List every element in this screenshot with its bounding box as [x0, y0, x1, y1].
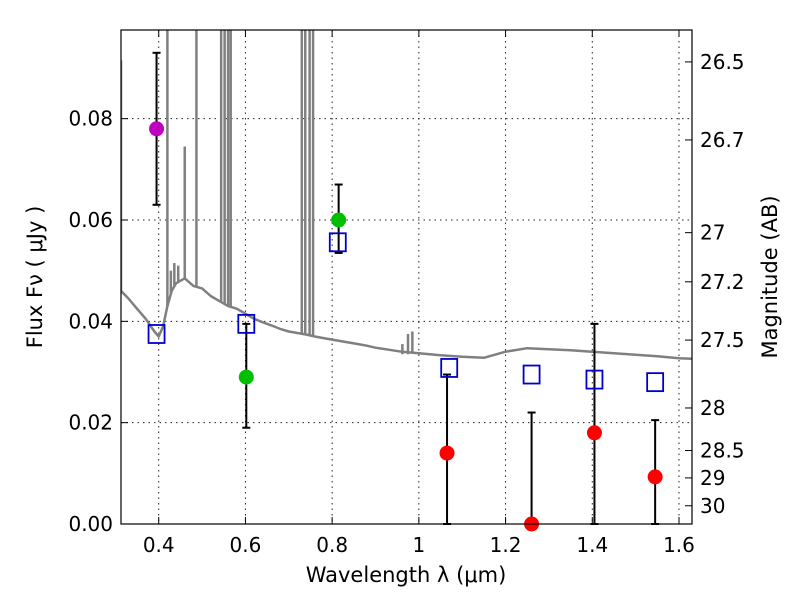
plot-frame	[120, 29, 693, 525]
x-tick-label: 1.4	[576, 533, 608, 557]
right-tick-label: 27	[700, 221, 725, 245]
right-tick-label: 27.2	[700, 270, 745, 294]
model-square	[147, 324, 166, 344]
right-tick-label: 28	[700, 396, 725, 420]
data-point	[586, 425, 602, 441]
y-tick-label: 0.06	[68, 208, 113, 232]
model-spectrum	[121, 30, 692, 361]
x-tick-label: 0.6	[230, 533, 262, 557]
x-tick-label: 0.8	[316, 533, 348, 557]
y-tick-label: 0.08	[68, 107, 113, 131]
data-point	[149, 121, 165, 137]
right-tick-label: 27.5	[700, 328, 745, 352]
right-tick-label: 28.5	[700, 439, 745, 463]
model-square	[440, 358, 459, 378]
x-tick-label: 1.6	[663, 533, 695, 557]
data-point	[647, 469, 663, 485]
model-square	[585, 369, 604, 390]
x-axis-title: Wavelength λ (μm)	[306, 563, 507, 587]
y-tick-label: 0.04	[68, 309, 113, 333]
x-tick-label: 0.4	[143, 533, 175, 557]
x-tick-label: 1.2	[490, 533, 522, 557]
data-point	[238, 369, 254, 385]
model-square	[522, 364, 541, 385]
model-square	[646, 372, 665, 393]
right-axis-title: Magnitude (AB)	[758, 195, 782, 358]
y-tick-label: 0.02	[68, 411, 113, 435]
y-axis-title: Flux Fν ( μJy )	[23, 206, 47, 349]
model-square	[328, 232, 347, 253]
right-tick-label: 30	[700, 494, 725, 518]
right-tick-label: 26.5	[700, 50, 745, 74]
right-tick-label: 26.7	[700, 128, 745, 152]
model-square	[237, 313, 256, 334]
axis-ticks: 0.4 0.6 0.8 1 1.2 1.4 1.6 0.00 0.02 0.04 0.06 0.08 2…	[68, 30, 745, 557]
observed-photometry-points	[149, 121, 663, 532]
data-point	[439, 445, 455, 461]
x-tick-label: 1	[412, 533, 425, 557]
right-tick-label: 29	[700, 466, 725, 490]
model-photometry-squares	[147, 232, 665, 393]
data-point	[331, 212, 347, 228]
y-tick-label: 0.00	[68, 512, 113, 536]
